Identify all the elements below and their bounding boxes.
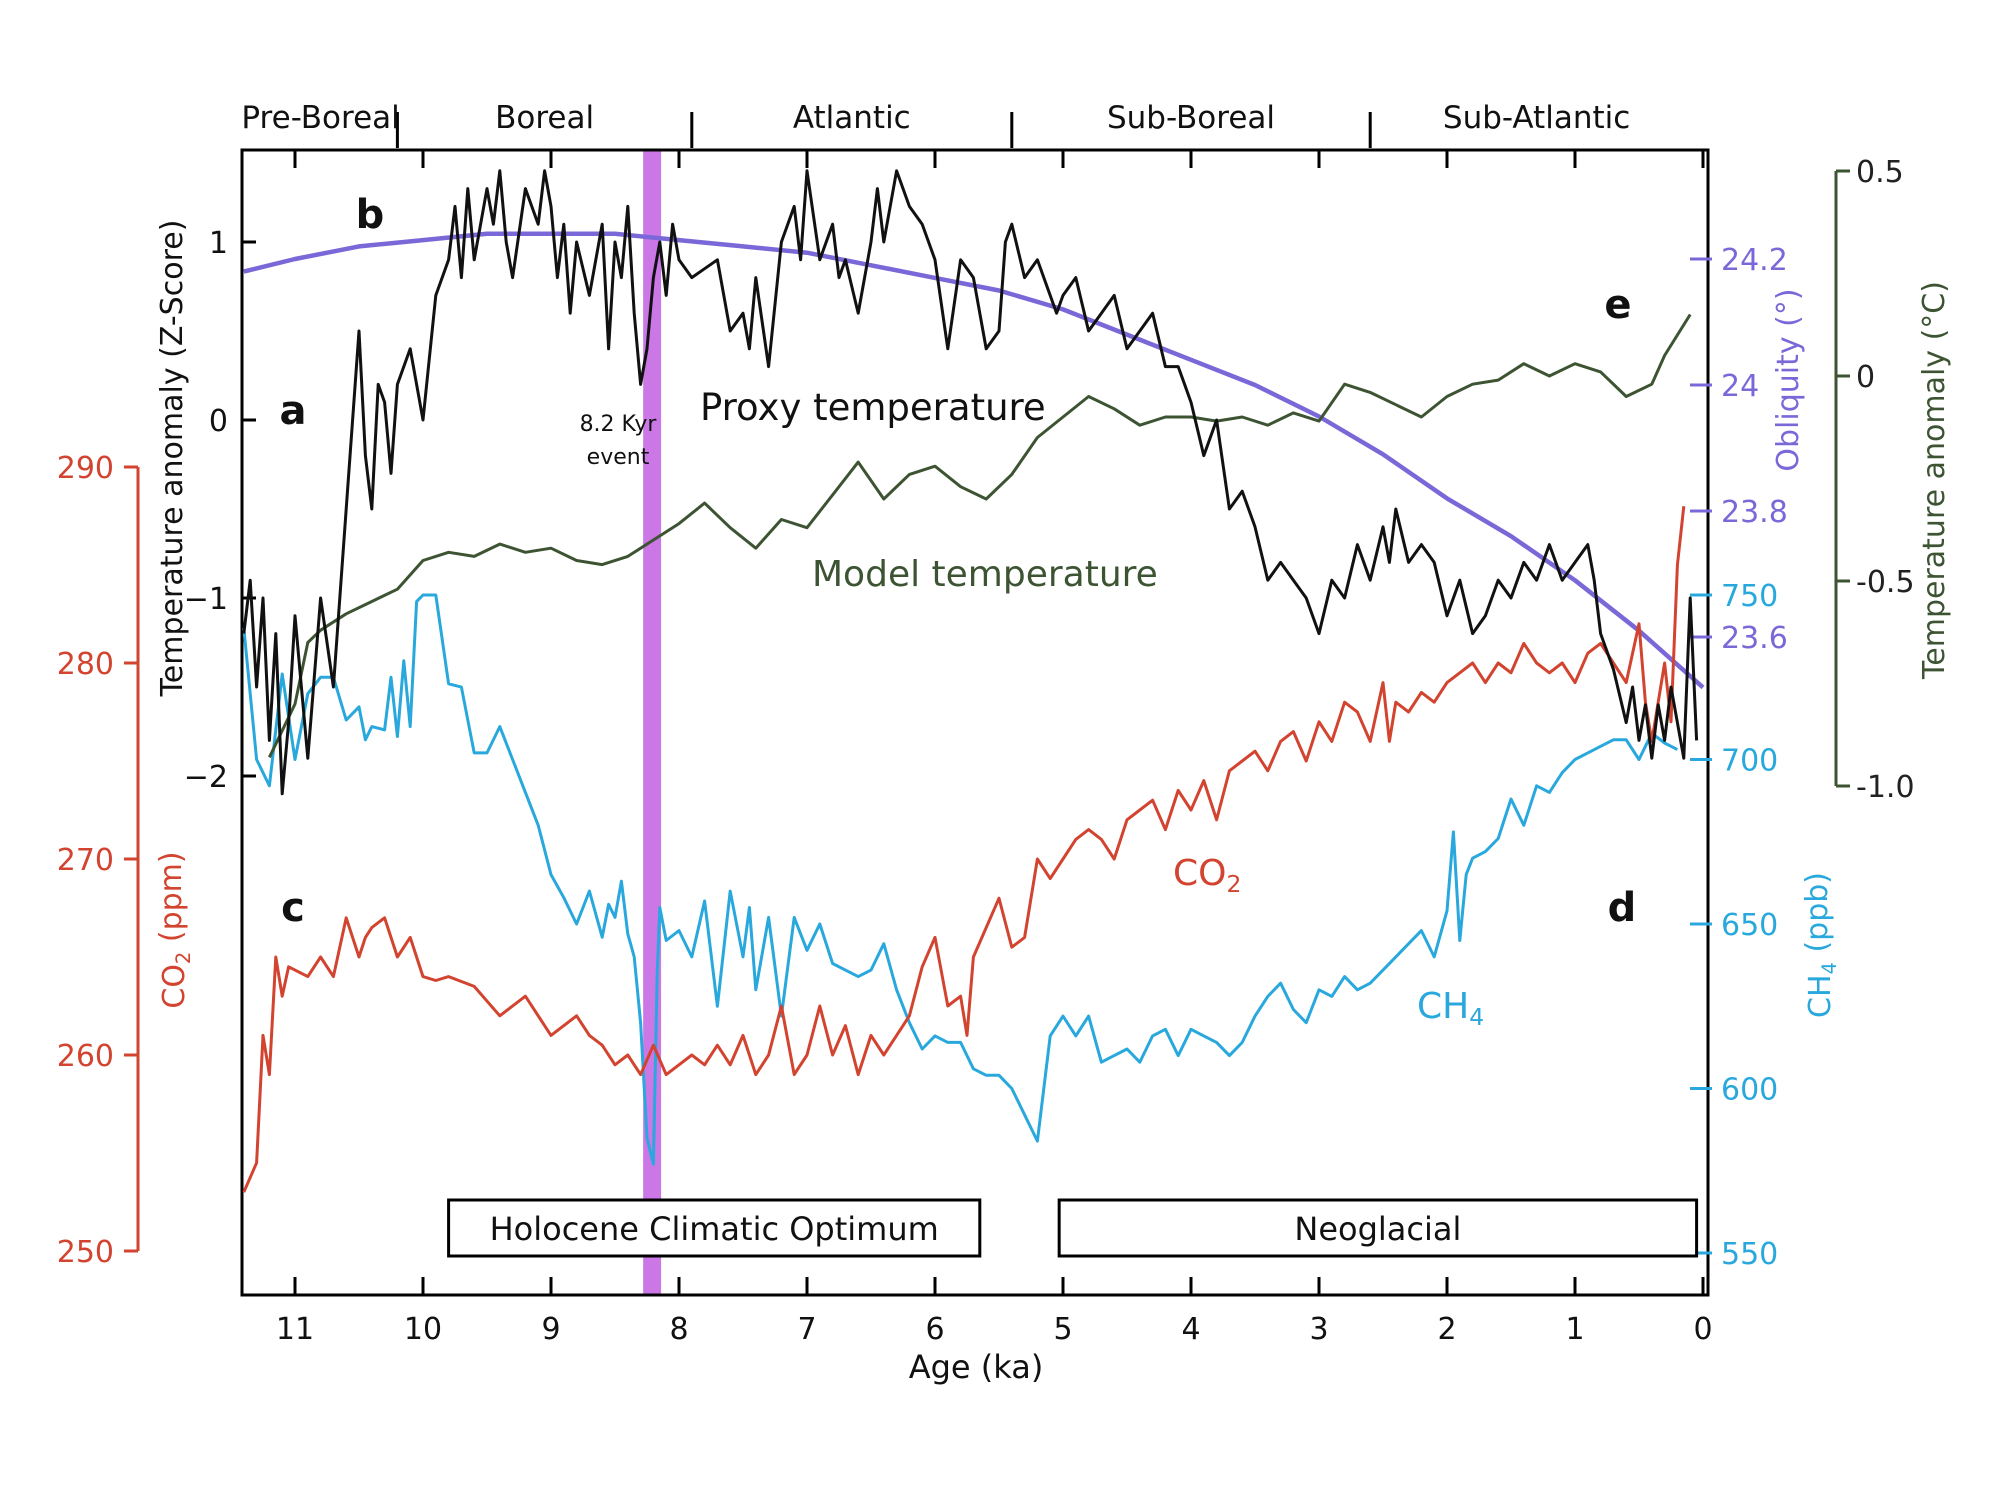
panel-label-c: c <box>281 885 305 931</box>
co2-axis-label: CO2 (ppm) <box>154 851 195 1008</box>
obliquity-axis-label: Obliquity (°) <box>1771 288 1806 471</box>
co2-tick-label: 280 <box>57 647 114 682</box>
model-tick-label: 0.5 <box>1856 155 1904 190</box>
period-label: Sub-Boreal <box>1107 100 1275 136</box>
panel-label-b: b <box>356 192 385 238</box>
interval-box <box>1057 1198 1699 1258</box>
panel-label-e: e <box>1604 282 1631 328</box>
x-tick-label: 10 <box>404 1312 442 1347</box>
interval-box <box>447 1198 982 1258</box>
model-axis-label: Temperature anomaly (°C) <box>1917 281 1952 680</box>
proxy-series-label: Proxy temperature <box>700 386 1046 429</box>
model-tick-label: -1.0 <box>1856 770 1915 805</box>
x-tick-label: 11 <box>276 1312 314 1347</box>
x-tick-label: 1 <box>1565 1312 1584 1347</box>
co2-tick-label: 250 <box>57 1235 114 1270</box>
panel-label-a: a <box>280 388 307 434</box>
model-series-line <box>268 313 1692 758</box>
proxy-series-line <box>242 169 1699 796</box>
x-tick-label: 4 <box>1181 1312 1200 1347</box>
ch4-tick-label: 550 <box>1721 1237 1778 1272</box>
ch4-tick-label: 600 <box>1721 1073 1778 1108</box>
obliquity-tick-label: 23.6 <box>1721 621 1788 656</box>
interval-label: Neoglacial <box>1294 1210 1461 1248</box>
ch4-series-line <box>242 593 1679 1166</box>
ch4-tick-label: 750 <box>1721 579 1778 614</box>
x-tick-label: 0 <box>1693 1312 1712 1347</box>
proxy-tick-label: −2 <box>184 760 228 795</box>
panel-label-d: d <box>1608 885 1637 931</box>
model-tick-label: 0 <box>1856 360 1875 395</box>
x-tick-label: 8 <box>669 1312 688 1347</box>
ch4-tick-label: 650 <box>1721 908 1778 943</box>
co2-series-line <box>242 506 1686 1193</box>
x-tick-label: 9 <box>541 1312 560 1347</box>
interval-label: Holocene Climatic Optimum <box>490 1210 939 1248</box>
period-label: Sub-Atlantic <box>1443 100 1630 136</box>
plot-frame <box>240 148 1710 1297</box>
event-label: 8.2 Kyr <box>580 412 658 437</box>
proxy-axis-label: Temperature anomaly (Z-Score) <box>155 220 190 698</box>
co2-tick-label: 270 <box>57 843 114 878</box>
x-tick-label: 3 <box>1309 1312 1328 1347</box>
co2-series-label: CO2 <box>1173 853 1241 898</box>
x-tick-label: 2 <box>1437 1312 1456 1347</box>
period-label: Pre-Boreal <box>241 100 399 136</box>
obliquity-tick-label: 23.8 <box>1721 495 1788 530</box>
proxy-tick-label: 1 <box>209 226 228 261</box>
obliquity-series-line <box>243 231 1705 690</box>
model-series-label: Model temperature <box>812 554 1158 595</box>
model-tick-label: -0.5 <box>1856 565 1915 600</box>
ch4-series-label: CH4 <box>1417 986 1484 1031</box>
co2-tick-label: 260 <box>57 1039 114 1074</box>
proxy-tick-label: 0 <box>209 404 228 439</box>
period-label: Atlantic <box>793 100 911 136</box>
x-axis-label: Age (ka) <box>909 1348 1044 1386</box>
event-label: event <box>587 445 650 470</box>
obliquity-tick-label: 24 <box>1721 369 1759 404</box>
x-tick-label: 5 <box>1053 1312 1072 1347</box>
obliquity-tick-label: 24.2 <box>1721 243 1788 278</box>
x-tick-label: 6 <box>925 1312 944 1347</box>
period-label: Boreal <box>495 100 594 136</box>
x-tick-label: 7 <box>797 1312 816 1347</box>
ch4-tick-label: 700 <box>1721 744 1778 779</box>
ch4-axis-label: CH4 (ppb) <box>1800 872 1841 1018</box>
co2-tick-label: 290 <box>57 451 114 486</box>
proxy-tick-label: −1 <box>184 582 228 617</box>
